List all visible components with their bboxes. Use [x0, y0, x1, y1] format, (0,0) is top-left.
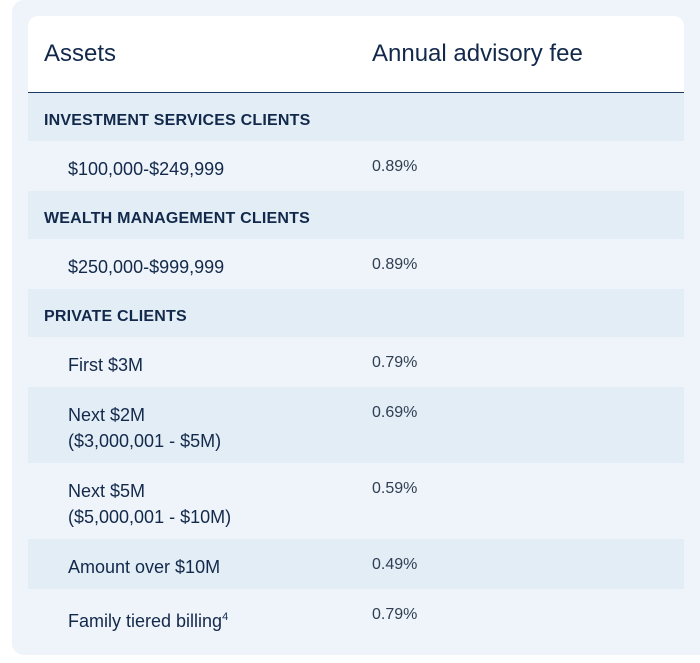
table-row: Next $2M ($3,000,001 - $5M) 0.69% — [28, 387, 684, 463]
asset-range: First $3M — [68, 355, 144, 375]
section-title: PRIVATE CLIENTS — [44, 308, 187, 325]
asset-range-detail: ($5,000,001 - $10M) — [68, 507, 232, 527]
fee-value: 0.69% — [372, 404, 418, 421]
advisory-fee-table: Assets Annual advisory fee INVESTMENT SE… — [28, 16, 684, 639]
section-title: INVESTMENT SERVICES CLIENTS — [44, 112, 311, 129]
asset-range: Family tiered billing4 — [68, 604, 228, 634]
fee-value: 0.79% — [372, 606, 418, 623]
table-row: Amount over $10M 0.49% — [28, 539, 684, 589]
asset-range-line: Next $2M — [68, 405, 146, 425]
section-header-wealth-management: WEALTH MANAGEMENT CLIENTS — [28, 191, 684, 239]
fee-column-header: Annual advisory fee — [372, 40, 583, 67]
table-header: Assets Annual advisory fee — [28, 16, 684, 93]
asset-range: $250,000-$999,999 — [68, 257, 225, 277]
fee-value: 0.89% — [372, 256, 418, 273]
assets-column-header: Assets — [44, 40, 117, 67]
fee-value: 0.59% — [372, 480, 418, 497]
table-row: $250,000-$999,999 0.89% — [28, 239, 684, 289]
fee-value: 0.49% — [372, 556, 418, 573]
asset-range: Amount over $10M — [68, 557, 221, 577]
asset-range: Next $5M ($5,000,001 - $10M) — [68, 478, 231, 530]
asset-range-line: Family tiered billing — [68, 611, 223, 631]
table-row: First $3M 0.79% — [28, 337, 684, 387]
table-row: Family tiered billing4 0.79% — [28, 589, 684, 639]
footnote-marker[interactable]: 4 — [222, 611, 229, 623]
asset-range: $100,000-$249,999 — [68, 159, 225, 179]
section-title: WEALTH MANAGEMENT CLIENTS — [44, 210, 311, 227]
table-row: Next $5M ($5,000,001 - $10M) 0.59% — [28, 463, 684, 539]
asset-range-detail: ($3,000,001 - $5M) — [68, 431, 222, 451]
asset-range-line: Next $5M — [68, 481, 146, 501]
asset-range: Next $2M ($3,000,001 - $5M) — [68, 402, 221, 454]
section-header-investment-services: INVESTMENT SERVICES CLIENTS — [28, 93, 684, 141]
table-row: $100,000-$249,999 0.89% — [28, 141, 684, 191]
fee-value: 0.89% — [372, 158, 418, 175]
section-header-private-clients: PRIVATE CLIENTS — [28, 289, 684, 337]
fee-value: 0.79% — [372, 354, 418, 371]
